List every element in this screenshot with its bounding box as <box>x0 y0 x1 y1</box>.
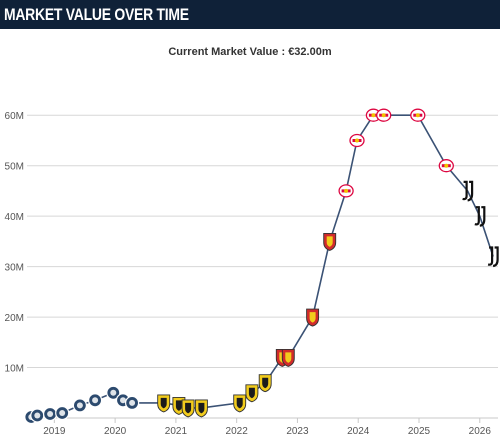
data-point-crest <box>462 180 474 202</box>
data-point-crest <box>245 384 259 403</box>
x-tick-label: 2019 <box>43 426 66 437</box>
data-point-crest <box>487 246 499 268</box>
x-tick-label: 2024 <box>347 426 370 437</box>
data-point-crest <box>376 108 392 122</box>
data-point-crest <box>72 398 88 413</box>
data-point-crest <box>87 393 103 408</box>
current-market-value-amount: €32.00m <box>288 46 332 58</box>
x-tick-label: 2026 <box>469 426 492 437</box>
page-title: MARKET VALUE OVER TIME <box>4 5 189 24</box>
data-point-crest <box>125 395 140 410</box>
data-point-crest <box>106 385 121 400</box>
data-point-crest <box>323 232 337 251</box>
header-bar: MARKET VALUE OVER TIME <box>0 0 500 29</box>
x-tick-label: 2023 <box>286 426 309 437</box>
data-point-crest <box>55 405 70 421</box>
current-market-value: Current Market Value : €32.00m <box>0 46 500 58</box>
data-point-crest <box>258 374 272 393</box>
data-point-crest <box>410 108 426 122</box>
y-tick-label: 10M <box>5 364 24 375</box>
data-point-crest <box>42 406 58 422</box>
data-point-crest <box>233 394 247 413</box>
data-point-crest <box>306 308 320 327</box>
y-tick-label: 20M <box>5 313 24 324</box>
data-point-crest <box>438 159 454 173</box>
current-market-value-label: Current Market Value : <box>168 46 289 58</box>
data-point-crest <box>338 184 354 198</box>
data-point-crest <box>349 133 365 148</box>
data-point-crest <box>194 399 208 418</box>
x-tick-label: 2022 <box>226 426 249 437</box>
data-point-crest <box>281 348 295 367</box>
data-point-crest <box>30 408 45 423</box>
x-tick-label: 2021 <box>165 426 188 437</box>
y-tick-label: 40M <box>5 212 24 223</box>
x-tick-label: 2025 <box>408 426 431 437</box>
data-point-crest <box>181 399 195 418</box>
y-tick-label: 50M <box>5 162 24 173</box>
data-point-crest <box>157 394 171 413</box>
y-tick-label: 30M <box>5 263 24 274</box>
data-point-crest <box>474 206 486 227</box>
market-value-line <box>31 114 494 418</box>
y-tick-label: 60M <box>5 111 24 122</box>
x-tick-label: 2020 <box>104 426 127 437</box>
